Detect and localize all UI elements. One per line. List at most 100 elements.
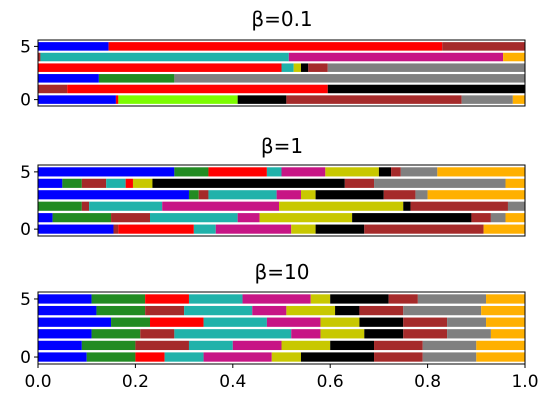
axes-frame [37, 39, 526, 107]
bar-segment-row-2-seg-1 [98, 74, 175, 83]
bar-segment-row-1-seg-0 [38, 213, 53, 223]
bar-segment-row-1-seg-4 [232, 340, 282, 351]
y-tick-label: 0 [20, 220, 31, 240]
bar-segment-row-1-seg-3 [188, 340, 233, 351]
x-tick-label: 1.0 [511, 372, 538, 392]
bar-segment-row-5-seg-7 [391, 167, 401, 177]
bar-segment-row-3-seg-1 [281, 63, 294, 72]
bar-segment-row-4-seg-4 [252, 305, 287, 316]
panel-beta-1: β=1 05 [20, 134, 526, 240]
bar-segment-row-3-seg-2 [293, 63, 301, 72]
x-tick-label: 0.0 [24, 372, 51, 392]
bar-segment-row-0-seg-8 [483, 224, 525, 234]
bar-segment-row-5-seg-9 [486, 294, 525, 304]
bar-segment-row-2-seg-5 [320, 329, 365, 339]
bar-segment-row-3-seg-5 [327, 63, 525, 72]
bar-segment-row-5-seg-3 [188, 294, 243, 304]
bar-segment-row-4-seg-5 [132, 178, 153, 188]
bar-segment-row-5-seg-6 [378, 167, 392, 177]
bar-segment-row-4-seg-1 [96, 305, 146, 316]
bar-segment-row-4-seg-0 [38, 178, 63, 188]
bar-segment-row-0-seg-6 [300, 352, 375, 362]
bar-group [38, 42, 526, 104]
bar-segment-row-3-seg-7 [403, 317, 448, 327]
y-tick-group: 05 [20, 290, 38, 368]
bar-segment-row-4-seg-6 [152, 178, 345, 188]
bar-segment-row-0-seg-0 [38, 352, 87, 362]
bar-segment-row-2-seg-6 [364, 329, 404, 339]
bar-segment-row-1-seg-1 [67, 84, 328, 94]
bar-segment-row-1-seg-6 [352, 213, 472, 223]
bar-segment-row-3-seg-5 [320, 317, 360, 327]
bar-segment-row-2-seg-4 [279, 201, 404, 211]
bar-segment-row-0-seg-3 [237, 95, 287, 104]
bar-segment-row-3-seg-5 [300, 190, 316, 200]
bar-segment-row-4-seg-1 [62, 178, 82, 188]
bar-segment-row-5-seg-5 [325, 167, 379, 177]
bar-segment-row-3-seg-8 [447, 317, 487, 327]
panel-beta-10: β=10 05 0.0 0.2 0.4 0.6 0.8 1.0 [20, 260, 538, 392]
bar-segment-row-0-seg-2 [118, 95, 238, 104]
bar-segment-row-1-seg-2 [111, 213, 151, 223]
bar-segment-row-0-seg-7 [364, 224, 484, 234]
bar-segment-row-5-seg-2 [442, 42, 525, 51]
bar-segment-row-4-seg-0 [38, 52, 41, 62]
bar-segment-row-3-seg-6 [315, 190, 384, 200]
bar-segment-row-3-seg-0 [38, 317, 112, 327]
bar-segment-row-5-seg-2 [208, 167, 267, 177]
bar-segment-row-5-seg-0 [38, 294, 92, 304]
bar-segment-row-0-seg-1 [113, 224, 119, 234]
bar-segment-row-3-seg-7 [383, 190, 416, 200]
bar-segment-row-5-seg-2 [145, 294, 189, 304]
x-tick-label: 0.2 [122, 372, 149, 392]
bar-group [38, 167, 525, 234]
bar-segment-row-3-seg-3 [300, 63, 309, 72]
bar-segment-row-1-seg-2 [135, 340, 189, 351]
axes-frame [37, 291, 526, 365]
x-tick-group: 0.0 0.2 0.4 0.6 0.8 1.0 [24, 364, 539, 392]
bar-segment-row-5-seg-6 [330, 294, 389, 304]
bar-segment-row-0-seg-3 [164, 352, 204, 362]
bar-segment-row-4-seg-3 [503, 52, 525, 62]
bar-segment-row-2-seg-5 [403, 201, 411, 211]
bar-segment-row-1-seg-5 [259, 213, 353, 223]
bar-segment-row-1-seg-4 [237, 213, 260, 223]
bar-segment-row-3-seg-0 [38, 63, 282, 72]
x-tick-label: 0.6 [317, 372, 344, 392]
bar-segment-row-0-seg-4 [203, 352, 272, 362]
bar-segment-row-4-seg-2 [145, 305, 185, 316]
panel-title: β=10 [255, 260, 310, 284]
bar-segment-row-4-seg-4 [125, 178, 133, 188]
bar-segment-row-0-seg-1 [86, 352, 136, 362]
bar-segment-row-3-seg-1 [111, 317, 151, 327]
axes-frame [37, 164, 526, 237]
bar-segment-row-5-seg-8 [400, 167, 438, 177]
y-tick-group: 05 [20, 37, 38, 111]
panel-title: β=1 [261, 134, 303, 158]
bar-segment-row-5-seg-4 [281, 167, 326, 177]
bar-segment-row-5-seg-7 [388, 294, 418, 304]
y-tick-label: 5 [20, 290, 31, 310]
bar-segment-row-0-seg-2 [135, 352, 165, 362]
bar-segment-row-4-seg-0 [38, 305, 97, 316]
bar-segment-row-4-seg-3 [184, 305, 253, 316]
bar-segment-row-4-seg-5 [286, 305, 336, 316]
x-tick-label: 0.8 [414, 372, 441, 392]
bar-segment-row-2-seg-4 [291, 329, 321, 339]
bar-segment-row-3-seg-2 [198, 190, 209, 200]
bar-segment-row-2-seg-1 [91, 329, 141, 339]
y-tick-label: 5 [20, 163, 31, 183]
bar-segment-row-2-seg-0 [38, 201, 82, 211]
bar-segment-row-0-seg-0 [38, 95, 116, 104]
bar-segment-row-5-seg-1 [91, 294, 146, 304]
bar-segment-row-0-seg-8 [422, 352, 477, 362]
y-tick-label: 5 [20, 37, 31, 57]
bar-segment-row-0-seg-6 [512, 95, 525, 104]
bar-segment-row-0-seg-6 [315, 224, 365, 234]
bar-segment-row-1-seg-0 [38, 84, 68, 94]
bar-segment-row-0-seg-5 [271, 352, 301, 362]
bar-segment-row-4-seg-3 [106, 178, 126, 188]
bar-segment-row-3-seg-0 [38, 190, 189, 200]
y-tick-group: 05 [20, 163, 38, 240]
bar-segment-row-5-seg-1 [108, 42, 443, 51]
